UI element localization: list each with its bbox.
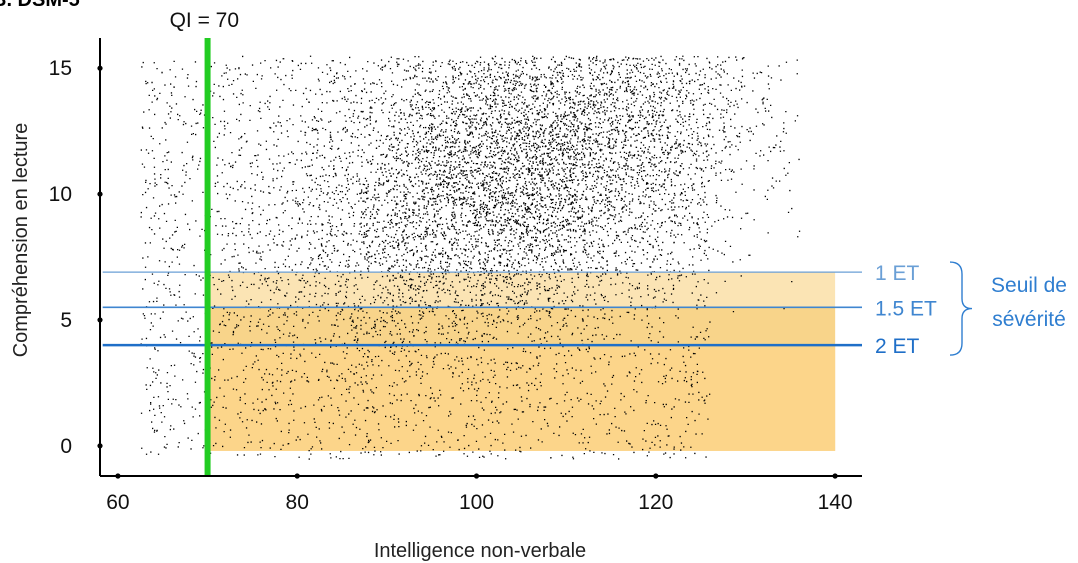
x-tick-label-140: 140 — [818, 491, 853, 514]
shaded-region-3 — [207, 345, 836, 451]
tick-labels: 60 80 100 120 140 0 5 10 15 — [49, 57, 853, 514]
panel-label: B. DSM-5 — [0, 0, 80, 11]
threshold-label-2: 1.5 ET — [875, 297, 937, 320]
x-tick-label-120: 120 — [638, 491, 673, 514]
severity-group-label-line2: sévérité — [992, 308, 1066, 331]
x-tick-mark-80 — [294, 473, 300, 479]
x-tick-label-100: 100 — [459, 491, 494, 514]
y-tick-label-5: 5 — [60, 309, 72, 332]
x-tick-mark-100 — [473, 473, 480, 479]
y-tick-label-15: 15 — [49, 57, 72, 80]
x-tick-mark-140 — [832, 473, 838, 479]
y-axis-title: Compréhension en lecture — [10, 123, 32, 358]
threshold-label-3: 2 ET — [875, 335, 920, 358]
x-axis-title: Intelligence non-verbale — [374, 540, 586, 562]
y-tick-mark-5 — [97, 317, 103, 323]
severity-brace — [949, 261, 973, 356]
threshold-lines: 1 ET 1.5 ET 2 ET — [102, 262, 937, 358]
qi-line-group: QI = 70 — [170, 9, 239, 476]
brace-path — [949, 261, 973, 356]
x-tick-label-60: 60 — [106, 491, 129, 514]
x-tick-label-80: 80 — [286, 491, 309, 514]
y-tick-mark-0 — [97, 443, 103, 449]
y-tick-mark-10 — [97, 191, 103, 197]
y-tick-label-10: 10 — [49, 183, 72, 206]
y-tick-mark-15 — [97, 65, 103, 71]
qi-line-label: QI = 70 — [170, 9, 239, 32]
x-tick-mark-120 — [653, 473, 659, 479]
x-tick-mark-60 — [115, 473, 121, 479]
threshold-label-1: 1 ET — [875, 262, 920, 285]
severity-group-label-line1: Seuil de — [991, 274, 1067, 297]
axes — [99, 38, 862, 477]
severity-regions — [207, 272, 836, 451]
y-tick-label-0: 0 — [60, 435, 72, 458]
